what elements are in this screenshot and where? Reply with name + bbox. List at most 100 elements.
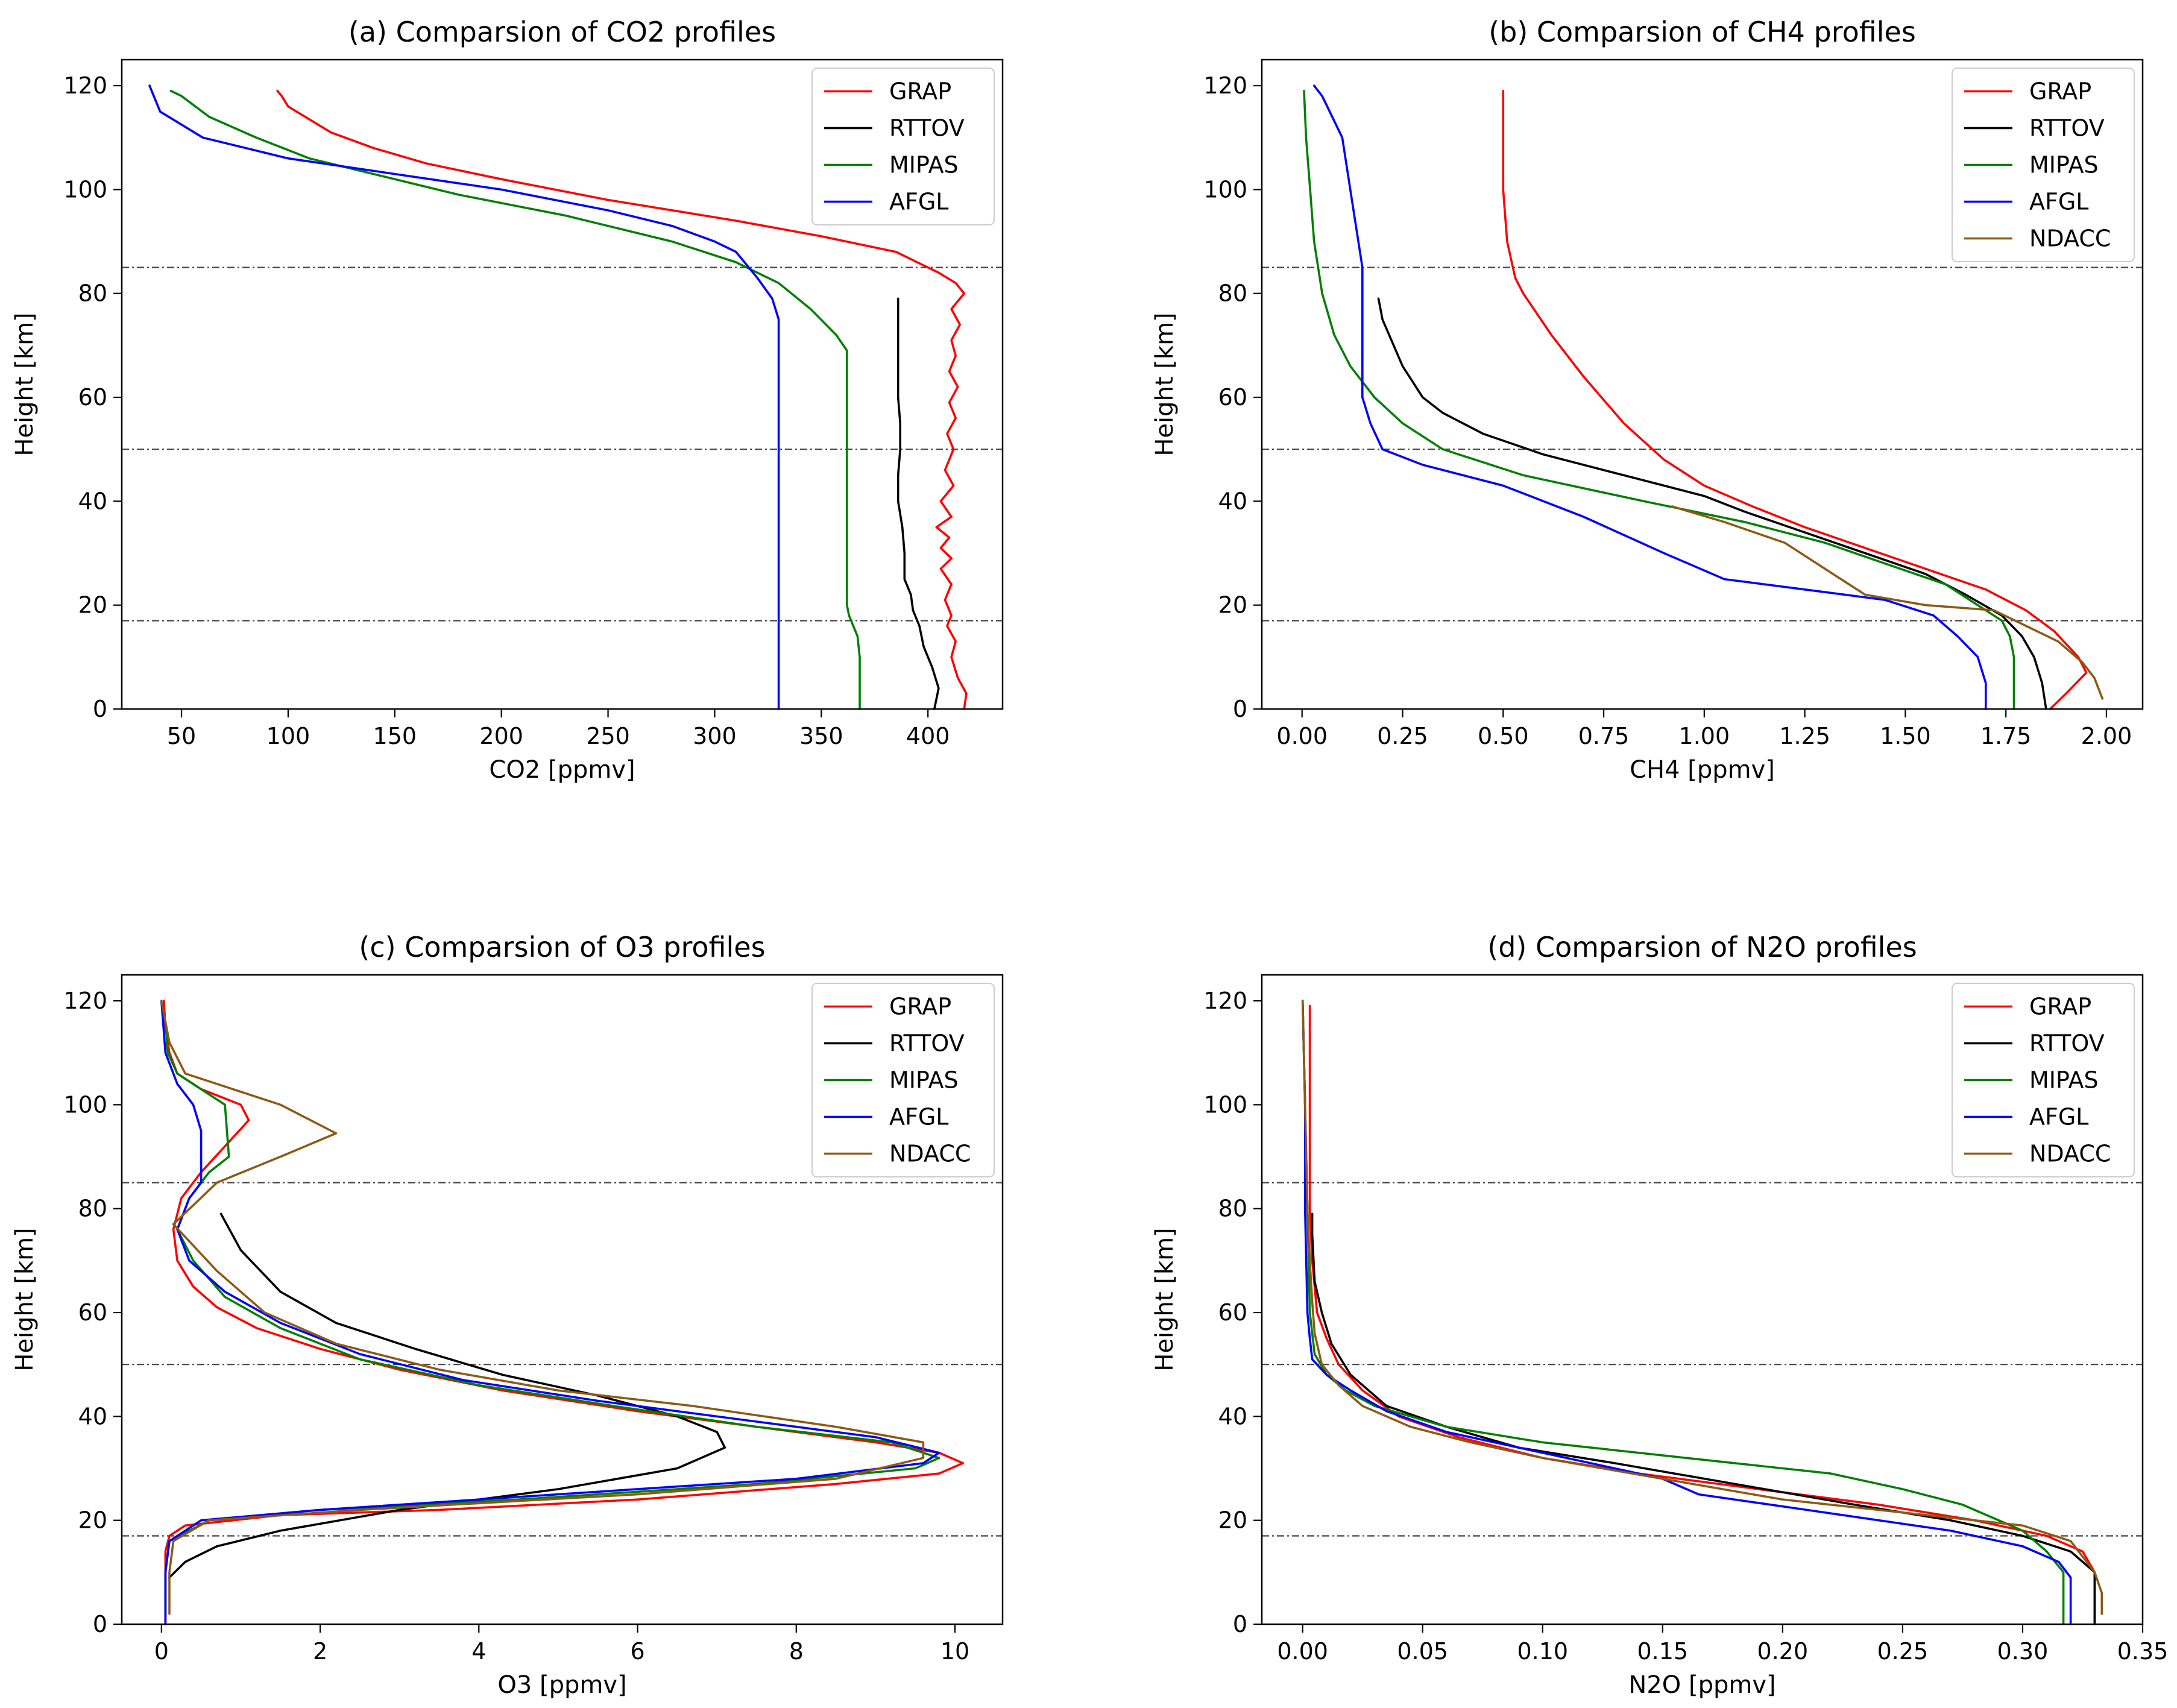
chart-panel-1: 50 100 150 200 250 300 350 400 0 20 40 60 80 100 120 (a…: [11, 16, 1004, 784]
x-tick-label: 0.00: [1277, 1638, 1328, 1665]
x-tick-label: 1.50: [1880, 723, 1931, 749]
legend-label-grap: GRAP: [889, 78, 951, 105]
x-tick-label: 6: [630, 1638, 644, 1665]
x-tick-label: 400: [906, 723, 950, 749]
legend-label-rttov: RTTOV: [889, 1030, 965, 1057]
x-axis-label: N2O [ppmv]: [1628, 1671, 1775, 1699]
x-tick-label: 0.15: [1637, 1638, 1689, 1665]
legend-box: [811, 983, 995, 1177]
x-tick-label: 200: [479, 723, 523, 749]
y-tick-label: 120: [1203, 72, 1247, 99]
legend: GRAP RTTOV MIPAS AFGL NDACC: [1952, 68, 2135, 262]
series-line-mipas: [1301, 1000, 2065, 1625]
x-tick-label: 0.10: [1517, 1638, 1568, 1665]
y-tick-label: 20: [78, 592, 107, 619]
plot-frame: [121, 974, 1004, 1625]
legend-box: [1952, 68, 2135, 262]
x-tick-label: 0: [154, 1638, 169, 1665]
x-axis-label: CH4 [ppmv]: [1630, 756, 1775, 784]
chart-title: (a) Comparsion of CO2 profiles: [348, 16, 776, 48]
series-line-ndacc: [1671, 505, 2104, 700]
x-tick-label: 2.00: [2081, 723, 2132, 749]
legend-label-grap: GRAP: [2029, 994, 2091, 1020]
series-line-ndacc: [160, 1000, 925, 1615]
legend-label-mipas: MIPAS: [2029, 152, 2099, 178]
x-tick-label: 0.50: [1478, 723, 1529, 749]
series-line-grap: [162, 1000, 964, 1625]
legend-box: [811, 68, 995, 225]
x-tick-label: 150: [373, 723, 417, 749]
y-tick-label: 100: [63, 176, 107, 203]
x-tick-label: 0.75: [1578, 723, 1630, 749]
x-tick-label: 0.30: [1997, 1638, 2049, 1665]
y-tick-label: 0: [93, 696, 107, 722]
y-axis-label: Height [km]: [1151, 1227, 1179, 1371]
plot-frame: [1261, 974, 2144, 1625]
x-tick-label: 0.20: [1757, 1638, 1809, 1665]
x-tick-label: 250: [586, 723, 630, 749]
series-line-grap: [1502, 89, 2088, 710]
chart-panel-4: 0.00 0.05 0.10 0.15 0.20 0.25 0.30 0.35 0 20 40 60 8…: [1151, 931, 2168, 1699]
y-tick-label: 120: [63, 988, 107, 1014]
series-line-afgl: [160, 1000, 940, 1625]
x-tick-label: 0.25: [1377, 723, 1428, 749]
legend-label-ndacc: NDACC: [2029, 1141, 2111, 1167]
x-tick-label: 1.00: [1679, 723, 1730, 749]
series-line-afgl: [1301, 1000, 2072, 1625]
legend-label-afgl: AFGL: [889, 1104, 948, 1130]
x-tick-label: 350: [799, 723, 843, 749]
y-tick-label: 100: [1203, 176, 1247, 203]
y-tick-label: 80: [1218, 1196, 1247, 1222]
x-tick-label: 10: [940, 1638, 969, 1665]
x-axis-label: O3 [ppmv]: [497, 1671, 626, 1699]
x-tick-label: 50: [167, 723, 196, 749]
series-line-ndacc: [1301, 1000, 2103, 1615]
y-tick-label: 60: [1218, 384, 1247, 411]
y-tick-label: 120: [63, 72, 107, 99]
legend-label-afgl: AFGL: [2029, 189, 2088, 215]
y-axis-label: Height [km]: [1151, 312, 1179, 456]
x-axis-label: CO2 [ppmv]: [489, 756, 635, 784]
y-tick-label: 40: [78, 488, 107, 514]
y-tick-label: 0: [93, 1611, 107, 1637]
x-tick-label: 0.25: [1877, 1638, 1929, 1665]
plot-frame: [1261, 58, 2144, 710]
x-tick-label: 8: [789, 1638, 804, 1665]
y-tick-label: 40: [1218, 488, 1247, 514]
legend-label-ndacc: NDACC: [889, 1141, 971, 1167]
legend-label-rttov: RTTOV: [2029, 1030, 2105, 1057]
x-tick-label: 2: [313, 1638, 327, 1665]
plot-frame: [121, 58, 1004, 710]
y-tick-label: 80: [1218, 280, 1247, 307]
series-line-mipas: [1303, 89, 2015, 710]
legend-label-afgl: AFGL: [2029, 1104, 2088, 1130]
series-line-rttov: [1311, 1212, 2096, 1625]
series-line-mipas: [169, 89, 861, 710]
x-tick-label: 300: [693, 723, 737, 749]
series-line-afgl: [148, 84, 780, 710]
y-tick-label: 60: [1218, 1299, 1247, 1326]
x-tick-label: 100: [266, 723, 310, 749]
y-axis-label: Height [km]: [11, 312, 39, 456]
legend-label-afgl: AFGL: [889, 189, 948, 215]
y-tick-label: 60: [78, 1299, 107, 1326]
y-tick-label: 20: [1218, 1507, 1247, 1534]
y-tick-label: 100: [63, 1091, 107, 1118]
y-tick-label: 20: [78, 1507, 107, 1534]
x-tick-label: 0.35: [2117, 1638, 2169, 1665]
legend-label-grap: GRAP: [889, 994, 951, 1020]
legend-label-mipas: MIPAS: [2029, 1067, 2099, 1094]
x-tick-label: 1.25: [1779, 723, 1830, 749]
y-tick-label: 0: [1233, 1611, 1247, 1637]
y-tick-label: 0: [1233, 696, 1247, 722]
legend: GRAP RTTOV MIPAS AFGL NDACC: [1952, 983, 2135, 1177]
y-axis-label: Height [km]: [11, 1227, 39, 1371]
x-tick-label: 4: [471, 1638, 486, 1665]
legend: GRAP RTTOV MIPAS AFGL: [811, 68, 995, 225]
chart-title: (d) Comparsion of N2O profiles: [1487, 931, 1917, 963]
chart-title: (c) Comparsion of O3 profiles: [359, 931, 765, 963]
x-tick-label: 0.05: [1397, 1638, 1448, 1665]
y-tick-label: 40: [1218, 1403, 1247, 1429]
chart-panel-2: 0.00 0.25 0.50 0.75 1.00 1.25 1.50 1.75 2.00 0 20 4…: [1151, 16, 2144, 784]
